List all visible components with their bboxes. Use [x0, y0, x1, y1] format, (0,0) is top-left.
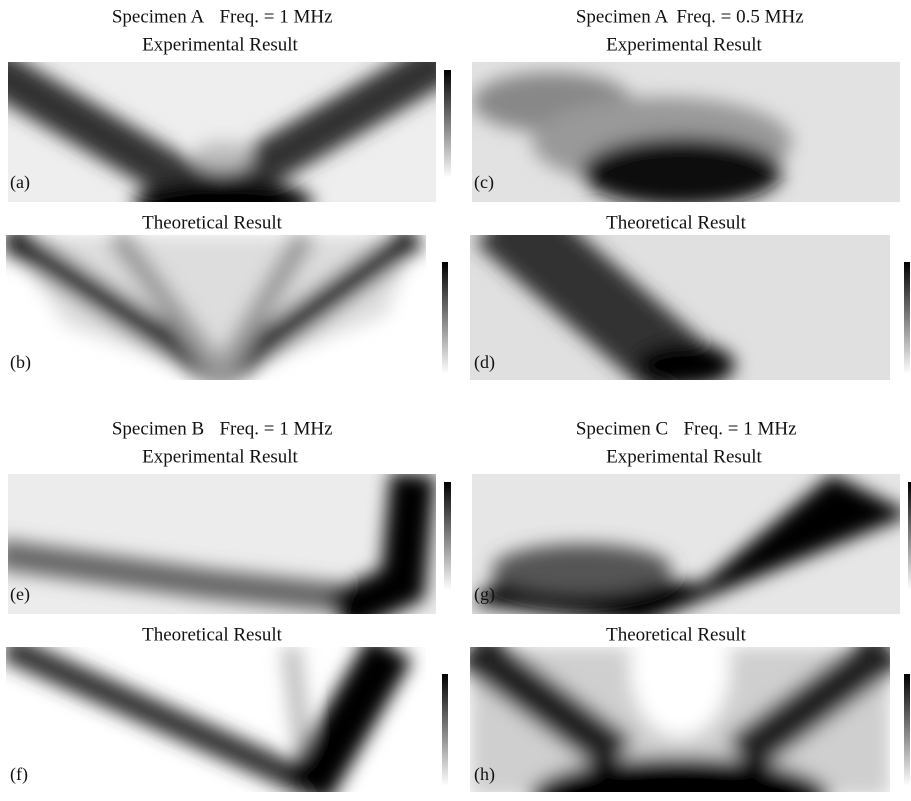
- panel-label: (h): [474, 764, 495, 785]
- image-content: [6, 647, 413, 792]
- panel-label: (e): [10, 584, 30, 605]
- panel-label: (c): [474, 172, 494, 193]
- panel-title: Theoretical Result: [606, 624, 747, 645]
- panel-label: (a): [10, 172, 30, 193]
- image-content: [475, 235, 735, 380]
- specimen: Specimen A: [112, 6, 205, 27]
- field-shape: [470, 647, 634, 776]
- theoretical-image: [470, 647, 890, 792]
- field-shape: [635, 343, 735, 380]
- field-shape: [726, 647, 890, 776]
- panel-label: (g): [474, 584, 495, 605]
- field-shape: [582, 137, 782, 202]
- colorbar: [442, 674, 448, 786]
- field-shape: [531, 757, 829, 792]
- image-content: [472, 72, 792, 202]
- experimental-image: [472, 474, 900, 614]
- panel-title: Experimental Result: [142, 34, 298, 55]
- field-shape: [6, 647, 322, 792]
- field-shape: [284, 647, 413, 792]
- panel-label: (b): [10, 352, 31, 373]
- image-content: [470, 647, 890, 792]
- image-content: [8, 62, 436, 202]
- theoretical-image: [6, 235, 426, 380]
- theoretical-image: [6, 647, 426, 792]
- colorbar: [908, 482, 911, 590]
- field-shape: [328, 474, 436, 614]
- colorbar: [904, 674, 910, 786]
- panel-title: Theoretical Result: [142, 212, 283, 233]
- panel-label: (d): [474, 352, 495, 373]
- field-shape: [630, 647, 730, 737]
- specimen: Specimen C: [576, 418, 668, 439]
- panel-title: Experimental Result: [606, 446, 762, 467]
- field-shape: [6, 235, 416, 380]
- panel-label: (f): [10, 764, 28, 785]
- colorbar: [444, 482, 451, 590]
- field-shape: [193, 142, 253, 172]
- specimen: Specimen B: [112, 418, 204, 439]
- panel-title: Theoretical Result: [606, 212, 747, 233]
- field-shape: [492, 544, 672, 594]
- field-shape: [133, 180, 313, 202]
- frequency: Freq. = 1 MHz: [219, 418, 332, 439]
- panel-title: Theoretical Result: [142, 624, 283, 645]
- panel-title: Experimental Result: [606, 34, 762, 55]
- frequency: Freq. = 1 MHz: [683, 418, 796, 439]
- experimental-image: [472, 62, 900, 202]
- field-shape: [107, 235, 316, 380]
- colorbar: [444, 70, 451, 178]
- experimental-image: [8, 474, 436, 614]
- frequency: Freq. = 0.5 MHz: [676, 6, 803, 27]
- colorbar: [904, 262, 910, 374]
- field-shape: [8, 540, 350, 614]
- frequency: Freq. = 1 MHz: [219, 6, 332, 27]
- image-content: [6, 235, 425, 380]
- panel-title: Experimental Result: [142, 446, 298, 467]
- image-content: [472, 474, 900, 614]
- colorbar: [442, 262, 448, 374]
- specimen: Specimen A: [576, 6, 669, 27]
- theoretical-image: [470, 235, 890, 380]
- image-content: [8, 474, 436, 614]
- experimental-image: [8, 62, 436, 202]
